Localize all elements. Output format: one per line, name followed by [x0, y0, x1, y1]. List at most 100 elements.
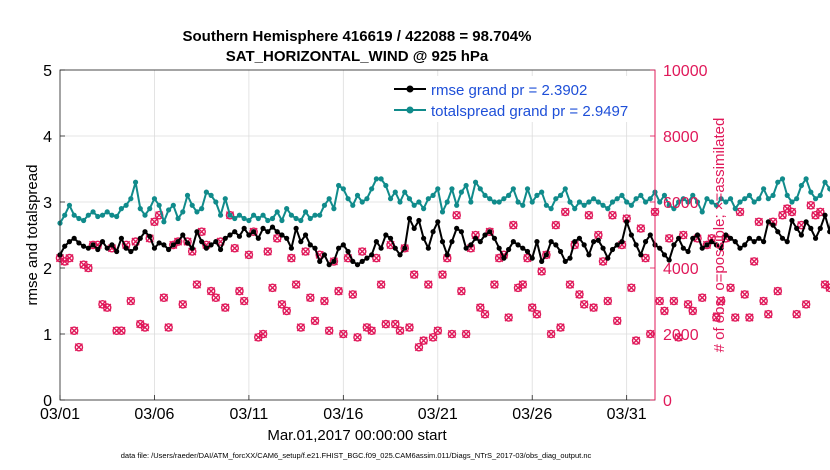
rmse-series-point — [529, 255, 535, 261]
obs-possible-marker — [296, 323, 306, 332]
obs-possible-marker — [305, 293, 315, 303]
totalspread-series-point — [539, 189, 545, 195]
obs-assimilated-marker — [712, 313, 721, 322]
rmse-series-point — [326, 262, 332, 268]
legend-rmse-label: rmse grand pr = 2.3902 — [431, 82, 587, 99]
obs-possible-marker — [815, 207, 825, 217]
obs-possible-marker — [490, 280, 499, 289]
totalspread-series-point — [808, 189, 814, 195]
totalspread-series-point — [383, 182, 389, 189]
totalspread-series-point — [694, 199, 701, 205]
totalspread-series-point — [350, 202, 356, 208]
obs-assimilated-marker — [476, 303, 485, 312]
obs-count-point — [608, 210, 617, 220]
obs-possible-marker — [390, 319, 400, 329]
obs-assimilated-marker — [414, 343, 423, 352]
obs-count-point — [447, 329, 457, 339]
totalspread-series-point — [71, 212, 77, 218]
rmse-series-point — [794, 225, 800, 231]
obs-count-point — [291, 280, 301, 289]
obs-count-point — [117, 326, 126, 336]
rmse-series-point — [66, 239, 73, 245]
rmse-series-point — [161, 242, 167, 248]
totalspread-series-point — [307, 215, 313, 222]
rmse-series-point — [246, 232, 252, 238]
obs-assimilated-marker — [391, 320, 400, 329]
totalspread-series-point — [595, 199, 601, 205]
obs-count-point — [353, 332, 362, 342]
data-file-footnote: data file: /Users/raeder/DAI/ATM_forcXX/… — [121, 451, 592, 460]
obs-count-point — [74, 342, 84, 352]
obs-count-point — [235, 286, 244, 296]
rmse-series-point — [827, 229, 830, 235]
obs-assimilated-marker — [683, 300, 693, 309]
rmse-series-point — [803, 219, 809, 225]
totalspread-series-point — [619, 192, 625, 198]
rmse-series-point — [142, 229, 148, 235]
totalspread-series-point — [199, 206, 205, 212]
obs-assimilated-marker — [783, 204, 792, 213]
totalspread-series-point — [109, 212, 115, 218]
obs-assimilated-marker — [405, 323, 414, 332]
rmse-series-point — [732, 239, 738, 245]
totalspread-series-point — [274, 209, 280, 215]
rmse-series-point — [114, 248, 120, 255]
legend-spread-label: totalspread grand pr = 2.9497 — [431, 103, 628, 120]
rmse-series-point — [81, 243, 87, 249]
rmse-series-point — [779, 235, 786, 241]
totalspread-series-point — [227, 212, 233, 218]
obs-assimilated-marker — [452, 211, 461, 220]
obs-count-point — [575, 290, 584, 299]
totalspread-series-point — [260, 212, 266, 218]
obs-possible-marker — [291, 280, 301, 289]
obs-assimilated-marker — [565, 280, 575, 289]
totalspread-series-point — [123, 202, 129, 208]
totalspread-series-line — [59, 177, 830, 224]
totalspread-series-point — [775, 179, 781, 185]
rmse-series-point — [255, 235, 261, 241]
obs-possible-marker — [726, 283, 735, 293]
obs-possible-marker — [546, 329, 556, 339]
obs-assimilated-marker — [457, 287, 466, 296]
rmse-series-point — [208, 242, 214, 248]
totalspread-series-point — [175, 215, 181, 222]
obs-count-point — [546, 329, 556, 339]
rmse-series-point — [812, 235, 819, 241]
rmse-series-point — [765, 219, 771, 225]
obs-count-point — [258, 329, 268, 339]
totalspread-series-point — [416, 199, 422, 205]
rmse-series-point — [595, 237, 601, 243]
obs-count-point — [395, 326, 405, 336]
obs-count-point — [324, 326, 334, 336]
obs-possible-marker — [532, 309, 542, 319]
totalspread-series-point — [647, 196, 653, 202]
totalspread-series-point — [487, 196, 493, 202]
obs-count-point — [287, 253, 296, 263]
obs-assimilated-marker — [594, 230, 603, 240]
rmse-series-point — [477, 239, 483, 245]
obs-assimilated-marker — [811, 211, 820, 220]
obs-possible-marker — [452, 210, 461, 220]
rmse-series-point — [331, 258, 337, 264]
rmse-series-point — [723, 232, 729, 238]
obs-possible-marker — [518, 280, 528, 289]
obs-count-point — [584, 210, 594, 220]
rmse-series-point — [354, 262, 361, 268]
obs-assimilated-marker — [235, 287, 244, 296]
obs-count-point — [589, 303, 598, 312]
obs-assimilated-marker — [244, 250, 253, 259]
rmse-series-point — [661, 252, 668, 258]
totalspread-series-point — [798, 182, 804, 189]
obs-count-point — [527, 303, 537, 312]
totalspread-series-point — [288, 212, 294, 218]
totalspread-series-point — [737, 199, 743, 205]
rmse-series-point — [496, 245, 502, 251]
rmse-series-point — [132, 245, 139, 251]
obs-assimilated-marker — [792, 310, 801, 319]
totalspread-series-point — [359, 199, 365, 205]
rmse-series-point — [817, 225, 823, 231]
totalspread-series-point — [147, 206, 153, 212]
totalspread-series-point — [770, 192, 776, 198]
obs-possible-marker — [716, 296, 726, 306]
obs-possible-marker — [301, 247, 310, 256]
